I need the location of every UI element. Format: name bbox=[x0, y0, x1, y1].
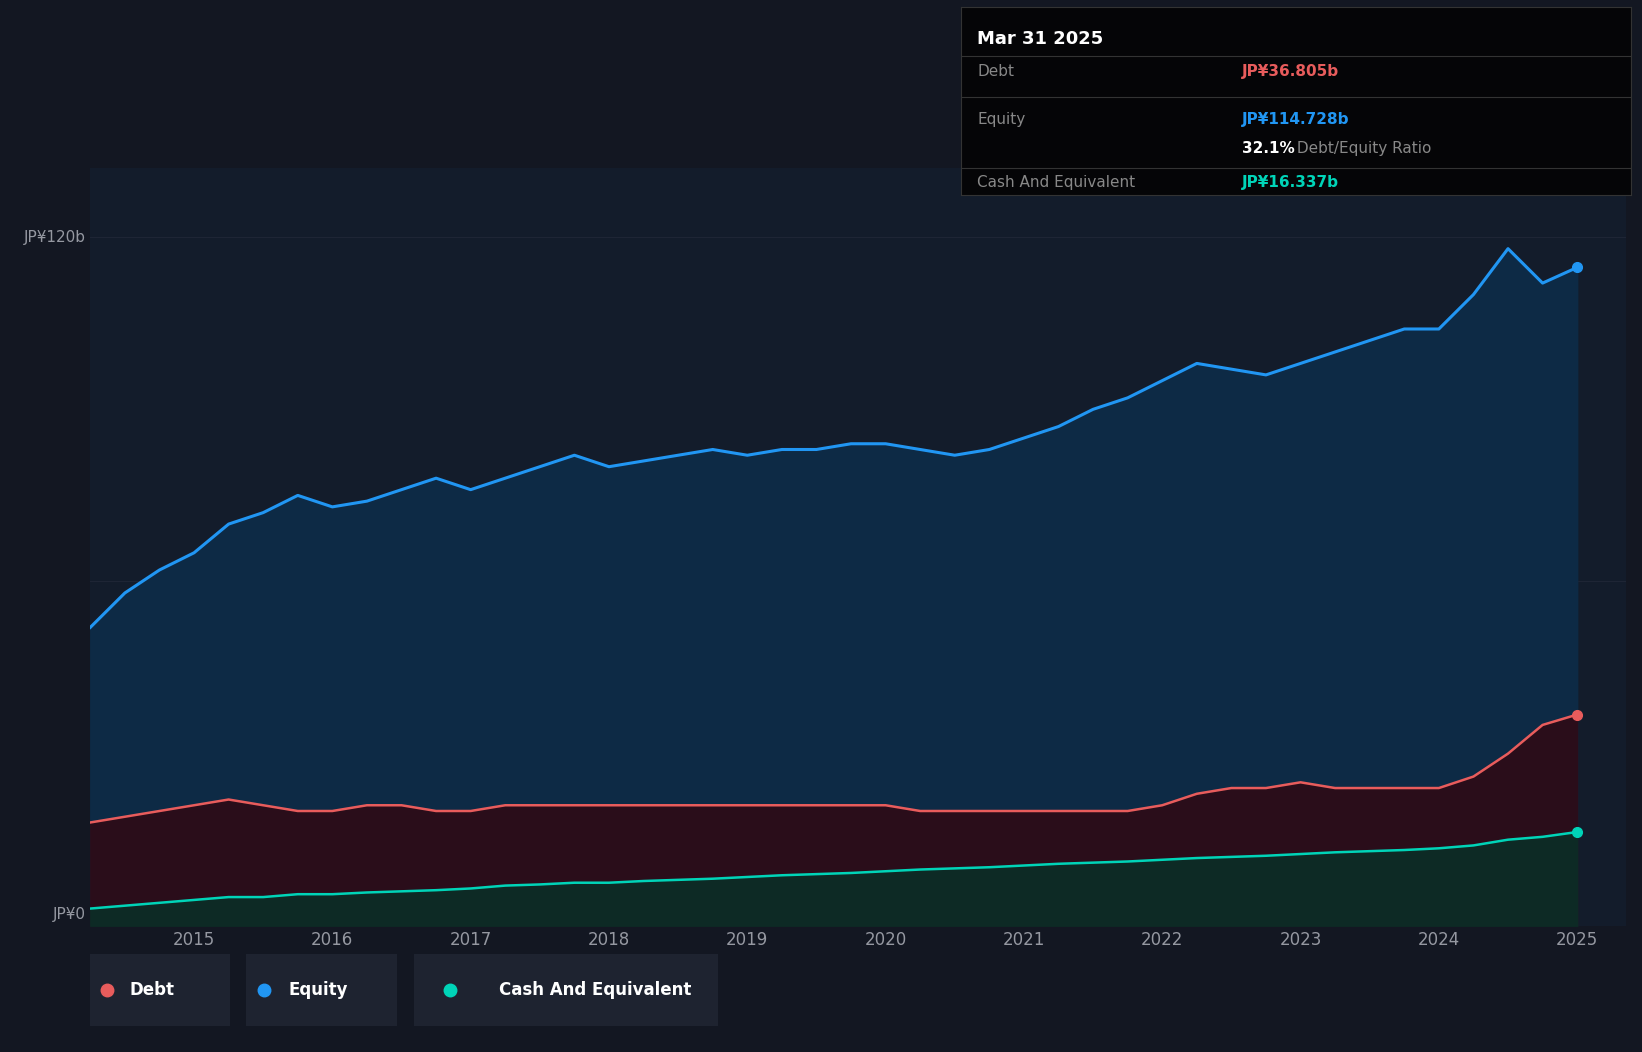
Text: Debt/Equity Ratio: Debt/Equity Ratio bbox=[1292, 141, 1432, 157]
Text: JP¥0: JP¥0 bbox=[53, 907, 85, 922]
Text: JP¥114.728b: JP¥114.728b bbox=[1241, 113, 1350, 127]
Text: Debt: Debt bbox=[130, 980, 174, 999]
Text: JP¥16.337b: JP¥16.337b bbox=[1241, 175, 1338, 190]
Text: JP¥120b: JP¥120b bbox=[23, 229, 85, 245]
Text: Mar 31 2025: Mar 31 2025 bbox=[977, 29, 1103, 47]
Text: Debt: Debt bbox=[977, 64, 1015, 80]
Text: Cash And Equivalent: Cash And Equivalent bbox=[977, 175, 1136, 190]
Text: Cash And Equivalent: Cash And Equivalent bbox=[499, 980, 691, 999]
Text: JP¥36.805b: JP¥36.805b bbox=[1241, 64, 1340, 80]
Text: Equity: Equity bbox=[977, 113, 1026, 127]
Text: Equity: Equity bbox=[289, 980, 348, 999]
Text: 32.1%: 32.1% bbox=[1241, 141, 1294, 157]
